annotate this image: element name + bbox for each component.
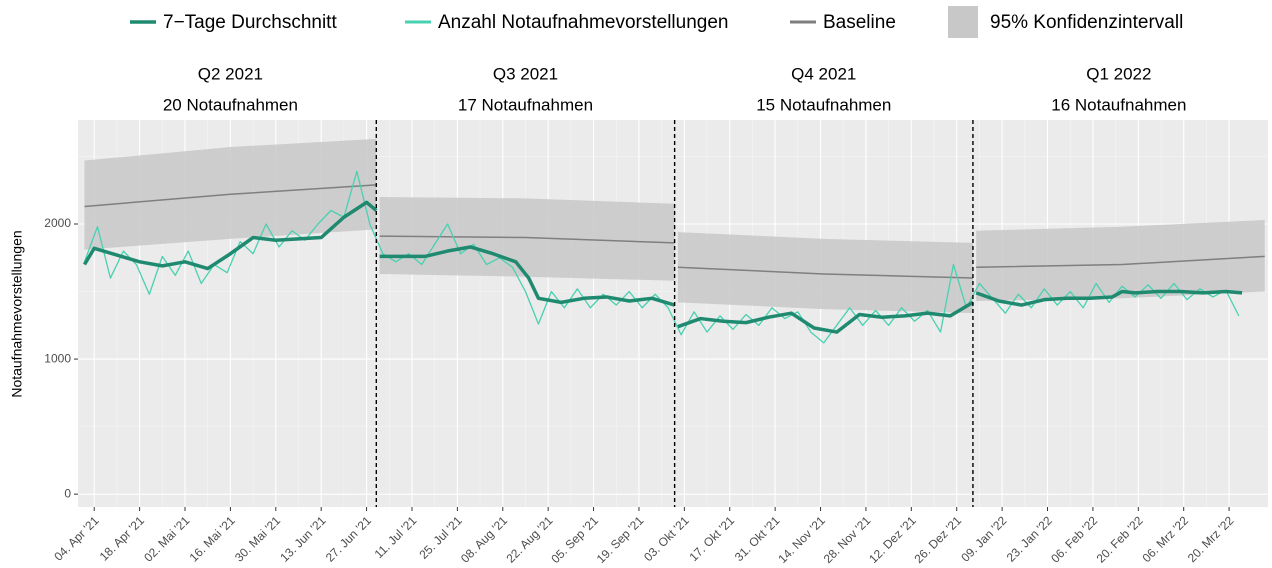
- series-line: [379, 235, 675, 244]
- y-tick-label: 1000: [44, 351, 71, 365]
- x-tick-label: 08. Aug '21: [458, 513, 510, 565]
- x-tick-label: 05. Sep '21: [548, 513, 601, 566]
- x-tick-label: 02. Mai '21: [141, 513, 192, 564]
- legend-label: 7−Tage Durchschnitt: [163, 12, 337, 33]
- x-tick-label: 14. Nov '21: [775, 513, 828, 566]
- x-tick-label: 16. Mai '21: [187, 513, 238, 564]
- legend-label: Baseline: [823, 12, 896, 33]
- quarter-subtitle: 15 Notaufnahmen: [756, 95, 891, 114]
- quarter-title: Q1 2022: [1086, 64, 1151, 83]
- x-tick-label: 23. Jan '22: [1004, 513, 1055, 564]
- series-line: [976, 255, 1265, 268]
- series-line: [82, 200, 378, 271]
- confidence-band: [379, 196, 675, 281]
- y-axis-label: Notaufnahmevorstellungen: [9, 230, 25, 397]
- series-line: [677, 266, 973, 279]
- x-tick-label: 12. Dez '21: [866, 513, 919, 566]
- x-tick-label: 04. Apr '21: [51, 513, 101, 563]
- quarter-subtitle: 20 Notaufnahmen: [163, 95, 298, 114]
- confidence-band: [976, 219, 1265, 302]
- x-tick-label: 25. Jul '21: [416, 513, 465, 562]
- series-line: [975, 289, 1243, 307]
- quarter-subtitle: 16 Notaufnahmen: [1051, 95, 1186, 114]
- x-tick-label: 11. Jul '21: [372, 513, 420, 561]
- quarter-title: Q3 2021: [493, 64, 558, 83]
- confidence-band: [677, 232, 973, 314]
- x-tick-label: 20. Feb '22: [1094, 513, 1146, 565]
- x-tick-label: 28. Nov '21: [821, 513, 874, 566]
- legend-label: Anzahl Notaufnahmevorstellungen: [438, 12, 728, 33]
- x-tick-label: 13. Jun '21: [277, 513, 328, 564]
- x-tick-label: 20. Mrz '22: [1185, 513, 1237, 565]
- legend-key: [948, 6, 978, 38]
- x-tick-label: 06. Mrz '22: [1139, 513, 1191, 565]
- x-tick-label: 30. Mai '21: [232, 513, 283, 564]
- quarter-title: Q4 2021: [791, 64, 856, 83]
- legend-label: 95% Konfidenzintervall: [990, 12, 1183, 33]
- x-tick-label: 18. Apr '21: [97, 513, 147, 563]
- quarter-title: Q2 2021: [198, 64, 263, 83]
- x-tick-label: 09. Jan '22: [958, 513, 1009, 564]
- y-tick-label: 2000: [44, 216, 71, 230]
- x-tick-label: 03. Okt '21: [641, 513, 692, 564]
- x-tick-label: 27. Jun '21: [323, 513, 374, 564]
- y-tick-label: 0: [64, 486, 71, 500]
- x-tick-label: 17. Okt '21: [686, 513, 737, 564]
- x-tick-label: 19. Sep '21: [594, 513, 647, 566]
- series-line: [84, 184, 377, 208]
- series-line: [379, 245, 676, 307]
- x-tick-label: 22. Aug '21: [503, 513, 555, 565]
- x-tick-label: 06. Feb '22: [1048, 513, 1100, 565]
- series-line: [677, 300, 974, 334]
- quarter-subtitle: 17 Notaufnahmen: [458, 95, 593, 114]
- x-tick-label: 26. Dez '21: [912, 513, 965, 566]
